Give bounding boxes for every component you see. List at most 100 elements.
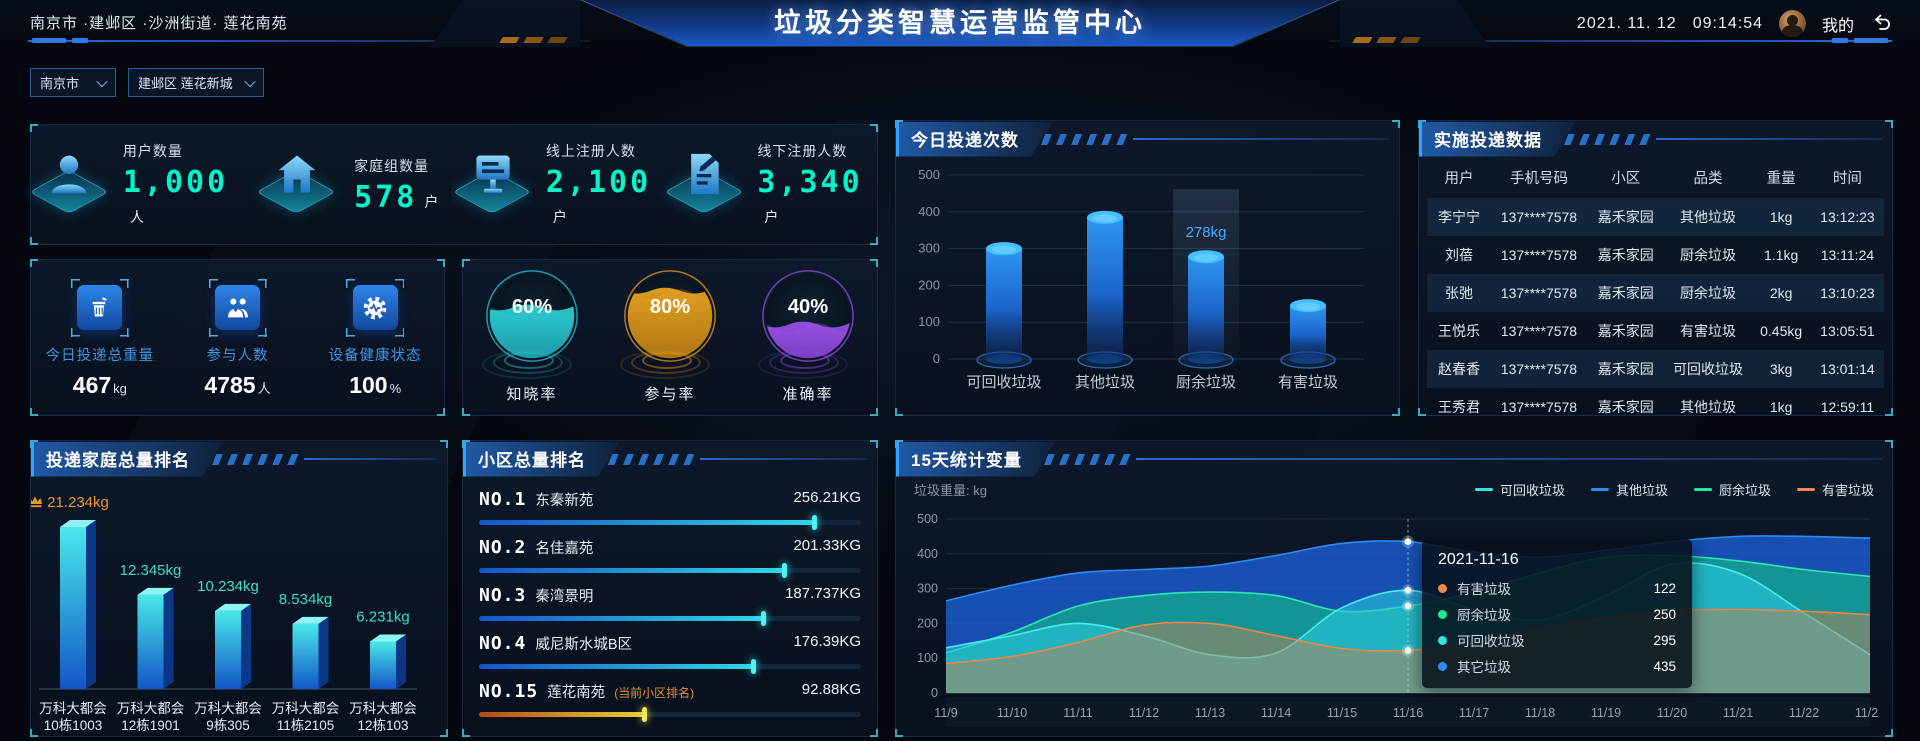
rank-bar-cap	[812, 515, 818, 530]
svg-text:11/12: 11/12	[1129, 706, 1159, 720]
svg-text:278kg: 278kg	[1186, 224, 1227, 241]
date-label: 2021. 11. 12	[1576, 14, 1677, 32]
table-header-cell: 小区	[1611, 171, 1641, 187]
table-row: 张弛 137****7578 嘉禾家园 厨余垃圾 2kg 13:10:23	[1427, 274, 1884, 312]
metric-device-health: 设备健康状态 100%	[306, 273, 444, 399]
stat-value: 3,340户	[757, 165, 863, 225]
family-bar[interactable]	[215, 603, 251, 689]
legend-item[interactable]: 厨余垃圾	[1693, 480, 1771, 499]
table-cell: 137****7578	[1500, 209, 1578, 225]
header: 南京市 ·建邺区 ·沙洲街道· 莲花南苑 垃圾分类智慧运营监管中心 2021. …	[0, 0, 1920, 48]
svg-text:万科大都会: 万科大都会	[39, 701, 107, 716]
gauge-参与率: 80% 参与率	[610, 268, 730, 404]
svg-text:11/17: 11/17	[1459, 706, 1489, 720]
rank-label: NO.15	[479, 681, 539, 702]
table-cell: 其他垃圾	[1680, 399, 1737, 415]
bar-可回收垃圾[interactable]	[986, 242, 1022, 359]
trend-tooltip: 2021-11-16 有害垃圾 122 厨余垃圾 250 可回收垃圾 295 其它垃圾 435	[1422, 539, 1692, 688]
rank-value: 187.737KG	[785, 585, 861, 602]
svg-text:10栋1003: 10栋1003	[44, 718, 103, 733]
rank-label: NO.3	[479, 585, 527, 606]
rank-name: 莲花南苑	[547, 685, 606, 701]
bar-其他垃圾[interactable]	[1087, 210, 1123, 359]
metric-value: 467 kg	[72, 371, 127, 398]
bar-有害垃圾[interactable]	[1290, 299, 1326, 359]
panel-title: 小区总量排名	[463, 442, 620, 477]
metric-label: 设备健康状态	[328, 347, 422, 364]
title-banner-bg	[582, 0, 1338, 46]
family-bar[interactable]	[137, 587, 174, 689]
rank-list-item: NO.2 名佳嘉苑 201.33KG	[479, 537, 861, 578]
tooltip-row: 有害垃圾 122	[1438, 578, 1676, 598]
orange-dashes	[1352, 37, 1421, 43]
rank-note: (当前小区排名)	[614, 686, 695, 700]
profile-label[interactable]: 我的	[1821, 17, 1854, 35]
rank-bar-fill	[479, 707, 648, 722]
legend-item[interactable]: 可回收垃圾	[1474, 480, 1565, 499]
bar-厨余垃圾[interactable]	[1188, 250, 1224, 359]
rank-bar-track	[479, 515, 861, 530]
stat-label: 线上注册人数	[545, 143, 636, 159]
family-rank-chart[interactable]: 21.234kg 万科大都会 10栋1003 12.345kg 万科大都会 12栋1901…	[28, 475, 447, 740]
rank-bar-cap	[760, 611, 766, 626]
legend-dash	[1590, 487, 1609, 491]
svg-text:9栋305: 9栋305	[206, 718, 250, 733]
trash-bin-icon	[70, 278, 129, 337]
trend-meta-row: 垃圾重量: kg 可回收垃圾 其他垃圾 厨余垃圾 有害垃圾	[896, 475, 1892, 501]
family-bar[interactable]	[292, 616, 329, 689]
legend-item[interactable]: 有害垃圾	[1796, 480, 1874, 499]
back-icon[interactable]	[1870, 12, 1894, 36]
svg-text:12栋1901: 12栋1901	[121, 718, 180, 733]
avatar[interactable]	[1778, 10, 1806, 37]
svg-text:200: 200	[918, 277, 940, 292]
gauge-label: 知晓率	[506, 386, 558, 403]
rank-name: 威尼斯水城B区	[535, 637, 633, 653]
svg-text:60%: 60%	[512, 296, 552, 318]
tooltip-row: 可回收垃圾 295	[1438, 630, 1676, 650]
panel-title: 实施投递数据	[1419, 122, 1576, 157]
family-bar[interactable]	[60, 520, 96, 689]
table-cell: 1kg	[1769, 209, 1793, 225]
family-bar[interactable]	[370, 634, 406, 689]
panel-today-metrics: 今日投递总重量 467 kg 参与人数 4785 人 设备健康状态 100%	[30, 259, 445, 416]
rank-name: 东秦新苑	[535, 493, 594, 509]
title-slash-decoration	[1564, 133, 1652, 145]
orange-dashes	[499, 37, 568, 43]
table-cell: 张弛	[1444, 285, 1473, 301]
table-cell: 137****7578	[1500, 399, 1578, 415]
svg-text:100: 100	[918, 314, 940, 329]
panel-user-stats: 用户数量 1,000人 家庭组数量 578 户	[29, 124, 878, 245]
table-cell: 137****7578	[1500, 247, 1578, 263]
city-select-value: 南京市	[40, 76, 80, 91]
tooltip-row: 厨余垃圾 250	[1438, 604, 1676, 624]
rank-bar-fill	[479, 659, 757, 674]
title-slash-decoration	[1041, 133, 1129, 145]
table-row: 王秀君 137****7578 嘉禾家园 其他垃圾 1kg 12:59:11	[1427, 388, 1884, 426]
today-count-chart[interactable]: 0 100 200 300 400 500 可回收垃圾 其他垃圾 厨余垃圾 有害垃圾 278kg	[896, 155, 1399, 418]
trend-chart[interactable]: 0 100 200 300 400 500 11/9 11/10 11/11 11/12 11/13…	[910, 505, 1885, 741]
rank-list-item: NO.3 秦湾景明 187.737KG	[479, 585, 861, 626]
city-select[interactable]: 南京市	[30, 68, 116, 97]
panel-title: 今日投递次数	[896, 122, 1053, 157]
svg-text:万科大都会: 万科大都会	[349, 701, 417, 716]
table-header-cell: 手机号码	[1509, 171, 1568, 187]
metric-today-weight: 今日投递总重量 467 kg	[31, 273, 169, 399]
table-cell: 13:12:23	[1820, 209, 1875, 225]
svg-text:万科大都会: 万科大都会	[272, 701, 340, 716]
table-row: 王悦乐 137****7578 嘉禾家园 有害垃圾 0.45kg 13:05:51	[1427, 312, 1884, 350]
svg-text:厨余垃圾: 厨余垃圾	[1176, 373, 1236, 391]
svg-text:11/16: 11/16	[1393, 706, 1423, 720]
rank-value: 256.21KG	[793, 489, 861, 506]
rank-name: 名佳嘉苑	[535, 541, 594, 557]
legend-dash	[1796, 487, 1815, 491]
metric-label: 参与人数	[206, 347, 269, 364]
district-select[interactable]: 建邺区 莲花新城	[128, 68, 264, 97]
table-cell: 嘉禾家园	[1597, 361, 1654, 377]
device-health-icon	[346, 278, 405, 337]
svg-text:11/9: 11/9	[934, 706, 957, 720]
offline-register-icon	[663, 148, 744, 222]
svg-text:300: 300	[918, 241, 940, 256]
svg-text:有害垃圾: 有害垃圾	[1278, 374, 1338, 391]
district-select-value: 建邺区 莲花新城	[138, 76, 233, 91]
legend-item[interactable]: 其他垃圾	[1590, 480, 1668, 499]
